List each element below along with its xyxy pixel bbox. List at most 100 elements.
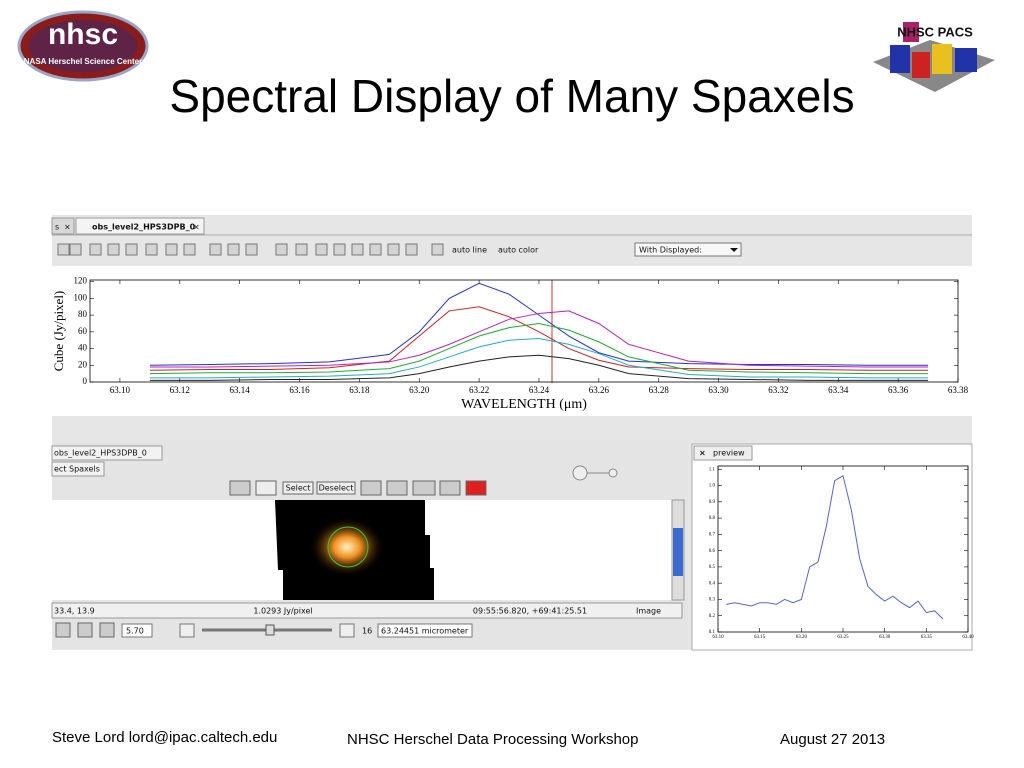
- logo-label: NHSC PACS: [897, 24, 973, 39]
- tool-icon[interactable]: [227, 243, 240, 256]
- shape-button[interactable]: [360, 480, 382, 496]
- y-tick-label: 20: [78, 359, 88, 369]
- x-tick-label: 63.16: [289, 385, 310, 395]
- y-tick-label: 0.3: [709, 598, 716, 603]
- x-tick-label: 63.36: [888, 385, 909, 395]
- y-tick-label: 1.0: [709, 484, 716, 489]
- source-glow: [309, 517, 385, 577]
- logo-title: nhsc: [48, 18, 118, 51]
- y-tick-label: 0.9: [709, 500, 716, 505]
- tool-icon[interactable]: [333, 243, 346, 256]
- logo-block: [890, 45, 910, 73]
- tab[interactable]: [75, 217, 205, 235]
- tool-icon[interactable]: [295, 243, 308, 256]
- status-mode[interactable]: Image: [636, 607, 661, 616]
- dropdown[interactable]: [634, 242, 742, 257]
- series-line: [149, 354, 929, 381]
- status-value: 1.0293 Jy/pixel: [253, 607, 312, 616]
- tool-icon[interactable]: [275, 243, 288, 256]
- shape-button[interactable]: [412, 480, 436, 496]
- close-icon[interactable]: [572, 465, 588, 481]
- scroll-thumb[interactable]: [673, 528, 683, 576]
- tool-icon[interactable]: [387, 243, 400, 256]
- y-tick-label: 0.6: [709, 549, 716, 554]
- x-tick-label: 63.25: [837, 635, 849, 640]
- y-tick-label: 1.1: [709, 467, 716, 472]
- x-tick-label: 63.15: [754, 635, 766, 640]
- plot-bg: [52, 266, 972, 416]
- tool-icon[interactable]: [209, 243, 222, 256]
- tool-icon[interactable]: [183, 243, 196, 256]
- wavelength-value: 63.24451 micrometer: [381, 627, 469, 636]
- tool-icon[interactable]: [107, 243, 120, 256]
- logo-block: [955, 48, 977, 72]
- logo-subtitle: NASA Herschel Science Center: [24, 57, 142, 66]
- button-label: Deselect: [319, 484, 354, 493]
- x-axis-label: WAVELENGTH (μm): [461, 397, 587, 412]
- logo-block: [903, 22, 919, 42]
- x-tick-label: 63.28: [649, 385, 670, 395]
- wavelength-field[interactable]: [377, 623, 473, 638]
- tool-icon[interactable]: [351, 243, 364, 256]
- tool-icon[interactable]: [245, 243, 258, 256]
- tab[interactable]: [51, 445, 163, 461]
- shape-button[interactable]: [386, 480, 408, 496]
- tool-icon[interactable]: [89, 243, 102, 256]
- slider-left[interactable]: [179, 623, 195, 638]
- tool-icon[interactable]: [315, 243, 328, 256]
- zoom-field[interactable]: [121, 623, 153, 638]
- select-button[interactable]: [282, 481, 314, 495]
- status-radec: 09:55:56.820, +69:41:25.51: [473, 607, 587, 616]
- tab-close[interactable]: ×: [699, 449, 706, 458]
- series-line: [149, 310, 929, 368]
- toolbar: [57, 243, 444, 256]
- x-tick-label: 63.10: [712, 635, 724, 640]
- tool-icon[interactable]: [165, 243, 178, 256]
- y-tick-label: 100: [74, 292, 88, 302]
- pacs-logo: NHSC PACS: [873, 22, 995, 92]
- x-tick-label: 63.26: [589, 385, 610, 395]
- tab[interactable]: [51, 217, 75, 235]
- shape-button[interactable]: [439, 480, 461, 496]
- tool-icon[interactable]: [431, 243, 444, 256]
- logo-inner: [29, 20, 137, 72]
- tool-icon[interactable]: [145, 243, 158, 256]
- plot-frame: [89, 279, 959, 383]
- toolbar-label[interactable]: auto color: [498, 246, 539, 255]
- x-tick-label: 63.35: [921, 635, 933, 640]
- tool-icon[interactable]: [405, 243, 418, 256]
- x-tick-label: 63.20: [409, 385, 430, 395]
- pointer-button[interactable]: [255, 480, 277, 496]
- footer-date: August 27 2013: [780, 731, 885, 748]
- slider-right[interactable]: [339, 623, 355, 638]
- tool-icon[interactable]: [69, 243, 82, 256]
- x-tick-label: 63.24: [529, 385, 550, 395]
- zoom-button[interactable]: [77, 622, 93, 638]
- slider-thumb[interactable]: [265, 624, 275, 636]
- tab-label: ect Spaxels: [54, 465, 100, 474]
- tab[interactable]: [51, 461, 105, 477]
- tab-close[interactable]: ×: [193, 223, 200, 232]
- zoom-button[interactable]: [99, 622, 115, 638]
- series-line: [149, 338, 929, 379]
- delete-button[interactable]: [465, 480, 487, 496]
- tool-icon[interactable]: [57, 243, 70, 256]
- y-tick-label: 0: [83, 376, 88, 386]
- status-bar: [51, 602, 683, 619]
- tool-icon[interactable]: [125, 243, 138, 256]
- deselect-button[interactable]: [316, 481, 356, 495]
- footer-author: Steve Lord lord@ipac.caltech.edu: [52, 729, 277, 746]
- tab[interactable]: [693, 445, 753, 461]
- tab-close[interactable]: ×: [64, 223, 71, 232]
- toolbar-label[interactable]: auto line: [452, 246, 487, 255]
- nhsc-logo: nhsc NASA Herschel Science Center: [17, 10, 149, 82]
- tab-label: preview: [713, 449, 745, 458]
- x-tick-label: 63.30: [879, 635, 891, 640]
- node-icon[interactable]: [608, 468, 618, 478]
- x-tick-label: 63.12: [170, 385, 190, 395]
- zoom-button[interactable]: [55, 622, 71, 638]
- tool-icon[interactable]: [369, 243, 382, 256]
- pan-button[interactable]: [229, 480, 251, 496]
